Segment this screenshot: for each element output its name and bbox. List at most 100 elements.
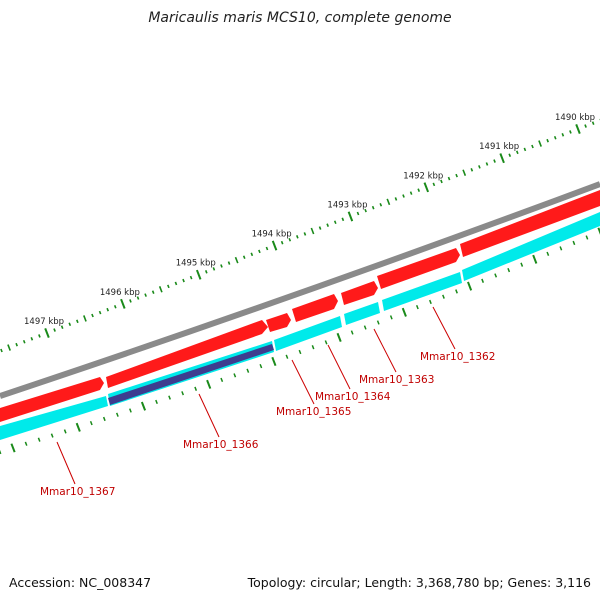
inner-ruler-tick: [181, 391, 185, 396]
ruler-kbp-label: 1496 kbp: [100, 288, 140, 298]
cds-arrow-mmar10-1366-fwd: [106, 320, 268, 388]
gene-bar-mmar10-1362: [462, 212, 600, 281]
gene-label-mmar10-1364: Mmar10_1364: [315, 391, 391, 403]
ruler-minor-tick: [371, 205, 375, 210]
leader-mmar10-1367: [56, 441, 76, 485]
ruler-minor-tick: [326, 223, 329, 227]
inner-ruler-tick: [585, 235, 589, 240]
inner-ruler-tick: [467, 281, 473, 291]
inner-ruler-tick: [532, 254, 538, 264]
ruler-minor-tick: [417, 188, 421, 192]
inner-ruler-tick: [572, 240, 576, 246]
ruler-minor-tick: [182, 278, 185, 283]
inner-ruler-tick: [140, 401, 147, 411]
ruler-minor-tick: [584, 124, 587, 128]
ruler-major-tick: [499, 153, 505, 164]
ruler-minor-tick: [129, 299, 132, 303]
gene-bar-mmar10-1363: [382, 272, 462, 311]
ruler-minor-tick: [258, 249, 261, 254]
ruler-minor-tick: [0, 348, 3, 353]
ruler-major-tick: [271, 240, 278, 251]
ruler-minor-tick: [167, 284, 170, 289]
ruler-minor-tick: [310, 227, 315, 235]
ruler-minor-tick: [60, 325, 64, 329]
leader-mmar10-1364: [327, 344, 351, 390]
ruler-minor-tick: [523, 147, 527, 152]
inner-ruler-tick: [194, 386, 198, 391]
ruler-minor-tick: [546, 138, 549, 143]
ruler-major-tick: [120, 298, 126, 309]
inner-ruler-tick: [89, 420, 93, 426]
ruler-minor-tick: [158, 286, 163, 293]
inner-ruler-tick: [389, 315, 393, 320]
ruler-minor-tick: [478, 165, 481, 169]
ruler-minor-tick: [265, 246, 269, 251]
inner-ruler-tick: [481, 278, 485, 283]
ruler-minor-tick: [53, 328, 56, 332]
inner-ruler-tick: [168, 395, 171, 400]
ruler-minor-tick: [591, 121, 595, 125]
cds-arrow-mmar10-1363-fwd: [341, 281, 378, 305]
gene-label-mmar10-1367: Mmar10_1367: [40, 486, 115, 498]
inner-ruler-tick: [102, 416, 106, 422]
ruler-minor-tick: [189, 275, 193, 280]
ruler-minor-tick: [280, 240, 284, 245]
ruler-minor-tick: [91, 313, 94, 318]
gene-bar-mmar10-1367: [0, 396, 108, 440]
ruler-minor-tick: [447, 176, 451, 181]
ruler-minor-tick: [432, 182, 436, 187]
gene-label-mmar10-1365: Mmar10_1365: [276, 406, 351, 418]
ruler-minor-tick: [318, 226, 322, 230]
ruler-minor-tick: [83, 315, 87, 322]
forward-strand-track: [0, 190, 600, 422]
inner-ruler-tick: [376, 320, 380, 325]
ruler-minor-tick: [296, 235, 299, 239]
inner-ruler-tick: [350, 330, 354, 335]
ruler-minor-tick: [356, 211, 360, 216]
ruler-minor-tick: [136, 296, 140, 300]
ruler-minor-tick: [7, 344, 11, 351]
inner-ruler-tick: [259, 364, 263, 369]
inner-ruler-tick: [220, 377, 224, 383]
inner-ruler-tick: [429, 299, 432, 305]
leader-mmar10-1363: [373, 328, 397, 373]
ruler-minor-tick: [569, 130, 572, 134]
ruler-minor-tick: [106, 307, 110, 312]
inner-ruler-tick: [455, 289, 458, 294]
ruler-minor-tick: [113, 304, 117, 309]
cds-arrow-mmar10-1364-fwd: [292, 294, 338, 322]
inner-ruler-tick: [246, 368, 250, 373]
inner-ruler-tick: [129, 408, 132, 413]
ruler-minor-tick: [227, 261, 231, 265]
ruler-minor-tick: [561, 133, 565, 137]
gene-bar-mmar10-1364: [344, 302, 380, 325]
gene-label-mmar10-1366: Mmar10_1366: [183, 439, 259, 451]
ruler-minor-tick: [234, 256, 239, 264]
ruler-minor-tick: [364, 208, 367, 213]
ruler-minor-tick: [250, 252, 254, 257]
ruler-major-tick: [347, 211, 354, 222]
inner-ruler-tick: [155, 399, 158, 405]
ruler-minor-tick: [303, 232, 307, 236]
inner-ruler-tick: [546, 251, 550, 256]
ruler-major-tick: [195, 269, 202, 280]
rna-bar-mmar10-1366: [108, 344, 274, 405]
inner-ruler-tick: [75, 422, 81, 432]
ruler-minor-tick: [531, 144, 534, 149]
ruler-minor-tick: [98, 310, 102, 315]
ruler-minor-tick: [212, 267, 216, 271]
ruler-minor-tick: [333, 220, 337, 225]
ruler-major-tick: [44, 327, 50, 339]
ruler-minor-tick: [220, 264, 223, 268]
gene-track: [0, 212, 600, 440]
ruler-minor-tick: [493, 159, 496, 163]
inner-ruler-tick: [597, 227, 600, 235]
inner-ruler-tick: [63, 429, 67, 434]
inner-ruler-tick: [298, 349, 302, 355]
ruler-minor-tick: [409, 191, 413, 195]
ruler-minor-tick: [455, 173, 458, 178]
leader-mmar10-1366: [198, 393, 220, 438]
inner-ruler-tick: [363, 325, 367, 330]
inner-ruler-tick: [311, 345, 315, 350]
